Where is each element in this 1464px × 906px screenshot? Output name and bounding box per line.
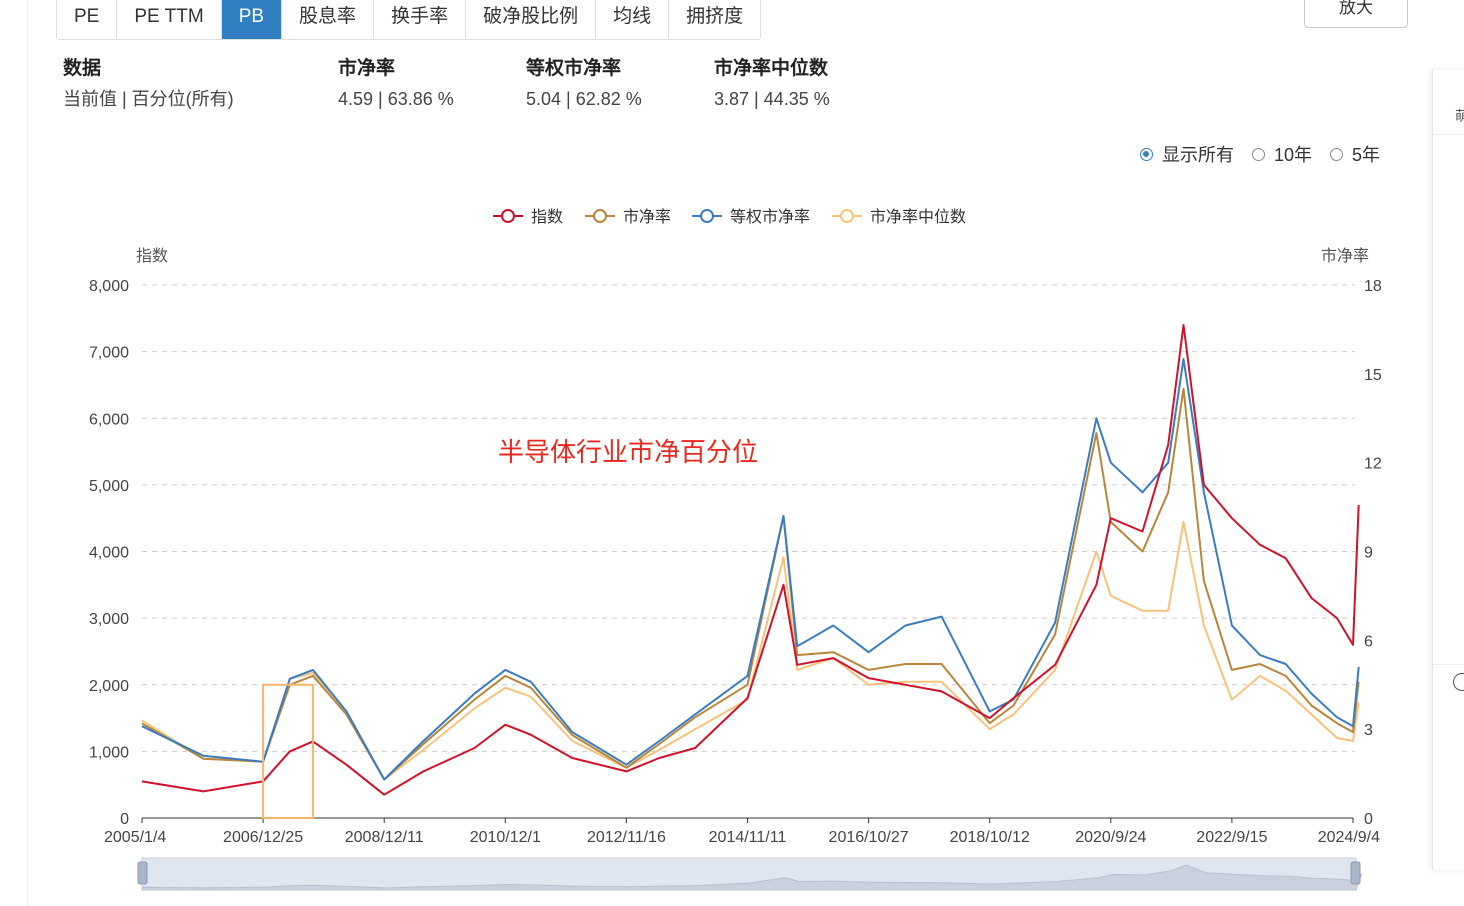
stat-header: 市净率 [338,58,396,79]
y-tick-label-left: 8,000 [89,278,129,295]
stat-block: 市净率中位数 3.87 | 44.35 % [714,56,830,112]
x-tick-label: 2014/11/11 [709,829,787,846]
zoom-handle-right[interactable] [1350,861,1361,885]
legend-label[interactable]: 等权市净率 [730,208,810,226]
tab-4[interactable]: 换手率 [374,0,467,39]
x-tick-label: 2018/10/12 [950,829,1030,846]
y-axis-label-right: 市净率 [1321,247,1369,265]
enlarge-button[interactable]: 放大 [1304,0,1408,28]
series-line-3 [141,520,1360,781]
x-tick-label: 2020/9/24 [1075,829,1146,846]
y-tick-label-right: 0 [1364,811,1373,828]
chart-annotation: 半导体行业市净百分位 [498,437,758,467]
y-tick-label-left: 2,000 [89,678,129,695]
tab-6[interactable]: 均线 [596,0,670,39]
y-tick-label-right: 18 [1364,278,1382,295]
stat-header: 市净率中位数 [714,58,829,79]
y-axis-right: 0 3 6 9 12 15 18 [1364,278,1382,828]
series-line-0 [141,324,1360,796]
range-option[interactable]: 显示所有 [1140,141,1234,167]
stat-header: 等权市净率 [526,58,622,79]
range-option-label: 5年 [1352,145,1381,165]
stat-value: 3.87 | 44.35 % [714,89,830,109]
page-frame [27,0,1438,906]
stat-block: 市净率 4.59 | 63.86 % [338,56,454,112]
x-tick-label: 2005/1/4 [104,829,166,846]
legend: 指数 市净率 等权市净率 市净率中位数 [493,208,966,226]
x-tick-label: 2006/12/25 [223,829,303,846]
x-tick-label: 2022/9/15 [1196,829,1267,846]
side-panel: 萌 [1432,70,1464,870]
smile-icon[interactable] [1453,673,1464,691]
stat-block: 等权市净率 5.04 | 62.82 % [526,56,642,112]
stat-header: 数据 [63,58,102,79]
y-tick-label-left: 0 [120,811,129,828]
radio-icon[interactable] [1252,147,1265,161]
legend-swatch-marker [593,209,607,223]
time-range-selector: 显示所有 10年 5年 [1140,141,1380,167]
metric-tabs: PE PE TTM PB 股息率 换手率 破净股比例 均线 拥挤度 [56,0,762,40]
radio-icon[interactable] [1140,147,1153,161]
series-lines [141,324,1360,796]
x-tick-label: 2010/12/1 [470,829,541,846]
highlight-rect [262,683,314,819]
stat-block: 数据当前值 | 百分位(所有) [63,56,234,112]
x-tick-label: 2012/11/16 [587,829,666,846]
y-tick-label-left: 6,000 [89,411,129,428]
side-panel-divider [1433,134,1464,135]
tab-7[interactable]: 拥挤度 [669,0,761,39]
y-tick-label-right: 6 [1364,633,1373,650]
y-tick-label-right: 3 [1364,722,1373,739]
grid [142,284,1355,752]
y-tick-label-left: 7,000 [89,345,129,362]
zoom-handle-left[interactable] [137,861,148,885]
y-tick-label-left: 5,000 [89,478,129,495]
radio-icon[interactable] [1330,147,1344,161]
y-tick-label-right: 12 [1364,456,1382,473]
y-tick-label-right: 9 [1364,545,1373,562]
range-option[interactable]: 10年 [1252,141,1312,167]
x-axis: 2005/1/4 2006/12/25 2008/12/11 2010/12/1 201… [104,817,1380,846]
side-panel-divider [1433,664,1464,665]
tab-1[interactable]: PE TTM [117,0,222,39]
y-tick-label-left: 1,000 [89,744,129,761]
legend-label[interactable]: 市净率中位数 [870,208,966,226]
y-tick-label-right: 15 [1364,367,1382,384]
zoom-slider-preview [141,864,1363,891]
zoom-slider[interactable] [137,857,1363,891]
tab-2[interactable]: PB [221,0,283,39]
range-option-label: 显示所有 [1162,145,1234,165]
legend-label[interactable]: 市净率 [623,208,671,226]
x-tick-label: 2016/10/27 [829,829,909,846]
selected-range [262,683,314,819]
tab-5[interactable]: 破净股比例 [466,0,597,39]
legend-label[interactable]: 指数 [531,208,563,226]
side-panel-glyph: 萌 [1455,108,1464,124]
series-line-2 [141,358,1360,781]
x-tick-label: 2024/9/4 [1318,829,1380,846]
tab-0[interactable]: PE [57,0,118,39]
stat-value: 4.59 | 63.86 % [338,89,454,109]
stat-value: 当前值 | 百分位(所有) [63,89,234,109]
tab-3[interactable]: 股息率 [282,0,375,39]
legend-swatch-marker [840,209,854,223]
x-tick-label: 2008/12/11 [345,829,424,846]
y-tick-label-left: 4,000 [89,545,129,562]
legend-swatch-marker [700,209,714,223]
stat-value: 5.04 | 62.82 % [526,89,642,109]
y-axis-left: 0 1,000 2,000 3,000 4,000 5,000 6,000 7,000 8,00… [89,278,129,828]
y-axis-label-left: 指数 [136,247,168,265]
y-tick-label-left: 3,000 [89,611,129,628]
range-option-label: 10年 [1274,145,1313,165]
range-option[interactable]: 5年 [1330,141,1380,167]
legend-swatch-marker [501,209,515,223]
